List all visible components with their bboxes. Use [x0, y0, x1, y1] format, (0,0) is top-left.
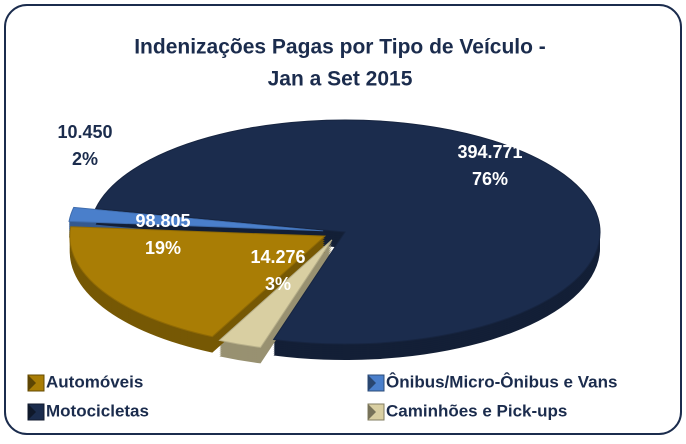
legend-marker-shade	[368, 404, 376, 420]
legend-label: Automóveis	[46, 372, 143, 391]
data-label: 10.450	[57, 122, 112, 142]
legend-label: Motocicletas	[46, 401, 149, 420]
legend-marker-shade	[368, 375, 376, 391]
legend-marker-shade	[28, 375, 36, 391]
data-label: 394.771	[457, 142, 522, 162]
chart-title: Indenizações Pagas por Tipo de Veículo -	[134, 36, 546, 59]
data-label: 2%	[72, 149, 98, 169]
legend-label: Caminhões e Pick-ups	[386, 401, 567, 420]
slice	[218, 239, 333, 348]
data-label: 98.805	[135, 211, 190, 231]
legend-label: Ônibus/Micro-Ônibus e Vans	[386, 372, 617, 391]
data-label: 19%	[145, 238, 181, 258]
chart-title: Jan a Set 2015	[268, 68, 413, 91]
data-label: 14.276	[250, 247, 305, 267]
slice	[94, 119, 601, 345]
slice	[69, 226, 327, 338]
slice	[68, 206, 324, 232]
data-label: 76%	[472, 169, 508, 189]
legend-marker-shade	[28, 404, 36, 420]
data-label: 3%	[265, 274, 291, 294]
